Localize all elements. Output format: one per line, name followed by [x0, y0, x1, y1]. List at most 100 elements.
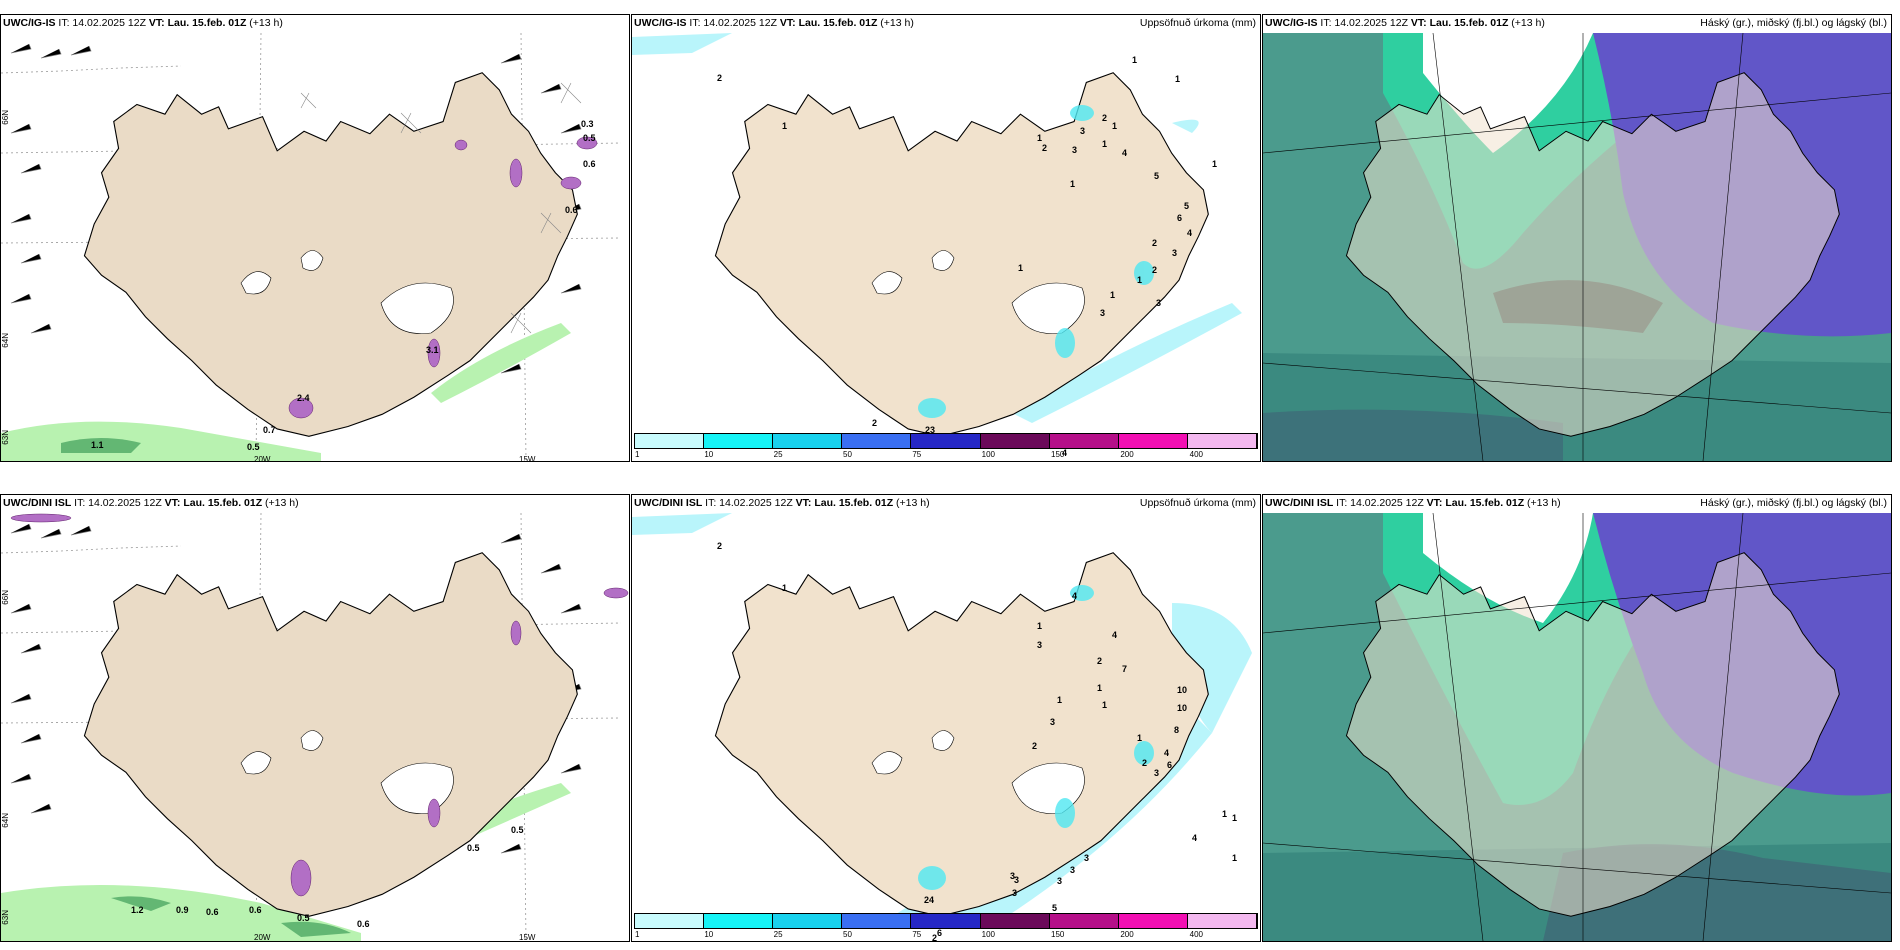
precip-amount-label: 10: [1177, 685, 1188, 695]
precip-amount-label: 4: [1062, 448, 1068, 458]
precip-amount-label: 2: [717, 73, 723, 83]
lead-time: (+13 h): [1527, 497, 1561, 509]
precip-amount-label: 3: [1050, 717, 1056, 727]
valid-time-label: VT:: [1410, 17, 1427, 29]
model-name: UWC/DINI ISL: [634, 497, 703, 509]
valid-time-label: VT:: [148, 17, 165, 29]
lon-label: 20W: [254, 455, 271, 462]
precip-amount-label: 3: [1012, 888, 1018, 898]
colorbar-swatch: [1118, 434, 1188, 448]
snow-label: 0.6: [583, 159, 596, 169]
valid-time: Lau. 15.feb. 01Z: [814, 497, 894, 509]
model-name: UWC/DINI ISL: [1265, 497, 1334, 509]
valid-time: Lau. 15.feb. 01Z: [798, 17, 878, 29]
precip-amount-label: 2: [717, 541, 723, 551]
colorbar: 1 10 25 50 75 100 150 200 400: [634, 433, 1258, 459]
colorbar-tick: 75: [912, 450, 922, 459]
precip-amount-label: 3: [1172, 248, 1178, 258]
precip-amount-label: 24: [924, 895, 935, 905]
model-name: UWC/IG-IS: [1265, 17, 1318, 29]
colorbar-swatch: [842, 914, 912, 928]
cloud-map: [1263, 513, 1891, 941]
lead-time: (+13 h): [1511, 17, 1545, 29]
panel-wind-snow-top: UWC/IG-IS IT: 14.02.2025 12Z VT: Lau. 15…: [0, 14, 630, 462]
snow-label: 0.5: [467, 843, 480, 853]
panel-header: UWC/IG-IS IT: 14.02.2025 12Z VT: Lau. 15…: [1265, 17, 1545, 29]
precip-amount-label: 1: [1057, 695, 1063, 705]
precip-amount-label: 4: [1192, 833, 1198, 843]
precip-amount-label: 2: [932, 933, 938, 942]
colorbar-tick: 400: [1189, 930, 1204, 939]
precip-amount-label: 1: [1102, 700, 1108, 710]
snow-label: 0.9: [176, 905, 189, 915]
precip-amount-label: 7: [1122, 664, 1128, 674]
rain-area: [1, 885, 361, 941]
snow-label: 0.5: [583, 133, 596, 143]
lead-time: (+13 h): [249, 17, 283, 29]
lon-label: 15W: [519, 455, 536, 462]
precip-amount-label: 1: [1132, 55, 1138, 65]
precip-amount-label: 10: [1177, 703, 1188, 713]
precip-amount-label: 3: [1037, 640, 1043, 650]
precip-amount-label: 1: [1112, 121, 1118, 131]
colorbar-swatch: [773, 914, 843, 928]
init-time: IT: 14.02.2025 12Z: [1336, 497, 1424, 509]
precip-amount-label: 1: [1097, 683, 1103, 693]
precip-amount-label: 1: [1175, 74, 1181, 84]
precip-amount-label: 3: [1080, 126, 1086, 136]
precip-amount-label: 3: [1084, 853, 1090, 863]
panel-cloud-bottom: UWC/DINI ISL IT: 14.02.2025 12Z VT: Lau.…: [1262, 494, 1892, 942]
colorbar-swatch: [1187, 434, 1257, 448]
colorbar-swatch: [911, 434, 981, 448]
precip-amount-label: 5: [1052, 903, 1058, 913]
precip-amount-label: 2: [1142, 758, 1148, 768]
colorbar-tick: 150: [1051, 450, 1065, 459]
precip-amount-label: 23: [925, 425, 936, 435]
lead-time: (+13 h): [265, 497, 299, 509]
lon-label: 20W: [254, 933, 271, 942]
snow-label: 1.1: [91, 440, 104, 450]
cloud-map: [1263, 33, 1891, 461]
precip-amount-label: 2: [1032, 741, 1038, 751]
colorbar-tick: 100: [981, 930, 996, 939]
panel-wind-snow-bottom: UWC/DINI ISL IT: 14.02.2025 12Z VT: Lau.…: [0, 494, 630, 942]
colorbar-swatch: [980, 914, 1050, 928]
precip-amount-label: 6: [1177, 213, 1183, 223]
colorbar-swatch: [1118, 914, 1188, 928]
precip-amount-label: 1: [1037, 621, 1043, 631]
precip-amount-label: 1: [1102, 139, 1108, 149]
colorbar-tick: 100: [981, 450, 996, 459]
colorbar-swatch: [1049, 914, 1119, 928]
valid-time-label: VT:: [795, 497, 812, 509]
colorbar-tick: 1: [635, 930, 640, 939]
precip-amount-label: 1: [782, 583, 788, 593]
snow-label: 0.5: [511, 825, 524, 835]
precip-amount-label: 1: [1222, 809, 1228, 819]
precip-amount-label: 1: [1037, 133, 1043, 143]
valid-time-label: VT:: [779, 17, 796, 29]
precip-amount-label: 1: [1110, 290, 1116, 300]
colorbar-swatch: [911, 914, 981, 928]
precip-amount-label: 3: [1014, 875, 1020, 885]
colorbar-swatch: [635, 914, 705, 928]
precip-amount-label: 4: [1187, 228, 1193, 238]
snow-area: [290, 859, 312, 897]
snow-label: 0.6: [565, 205, 578, 215]
lat-label: 63N: [1, 430, 10, 445]
colorbar: 1 10 25 50 75 100 150 200 400: [634, 913, 1258, 939]
colorbar-tick: 50: [843, 450, 852, 459]
colorbar-tick: 150: [1051, 930, 1065, 939]
precip-amount-label: 2: [1042, 143, 1048, 153]
precip-amount-label: 2: [872, 418, 878, 428]
colorbar-tick: 400: [1189, 450, 1204, 459]
colorbar-tick: 25: [773, 450, 783, 459]
colorbar-swatch: [1187, 914, 1257, 928]
snow-label: 0.5: [247, 442, 260, 452]
precip-amount-label: 4: [1164, 748, 1170, 758]
snow-label: 0.3: [581, 119, 594, 129]
lead-time: (+13 h): [896, 497, 930, 509]
init-time: IT: 14.02.2025 12Z: [1320, 17, 1408, 29]
valid-time: Lau. 15.feb. 01Z: [167, 17, 247, 29]
wind-map: [1, 513, 629, 941]
model-name: UWC/IG-IS: [3, 17, 56, 29]
